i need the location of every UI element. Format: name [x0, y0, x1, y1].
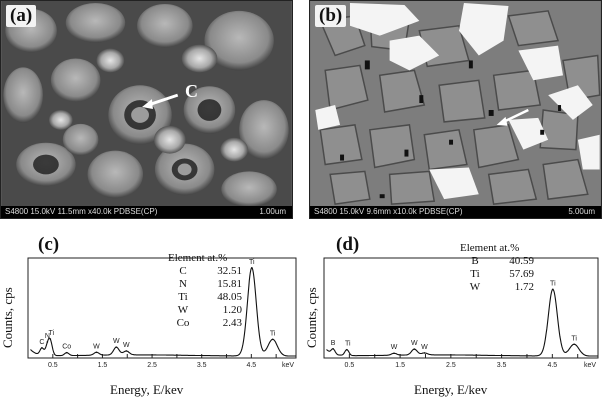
panel-label-a: (a) — [6, 5, 37, 27]
atomic-percent: 57.69 — [509, 268, 534, 280]
peak-marker — [332, 348, 334, 350]
sem-image-a: (a) C S4800 15.0kV 11.5mm x40.0k PDBSE(C… — [0, 0, 293, 219]
table-row: Ti 57.69 — [460, 268, 534, 281]
element-symbol: Co — [176, 317, 190, 329]
peak-marker — [346, 348, 348, 351]
element-symbol: W — [177, 304, 189, 316]
sem-parameters-a: S4800 15.0kV 11.5mm x40.0k PDBSE(CP) — [5, 207, 158, 216]
peak-label: Ti — [270, 330, 276, 337]
peak-label: W — [421, 344, 428, 351]
peak-label: W — [411, 340, 418, 347]
x-axis-label-d: Energy, E/kev — [414, 382, 488, 397]
peak-marker — [125, 350, 128, 352]
peak-label: Ti — [249, 259, 255, 266]
peak-label: Ti — [49, 330, 55, 337]
peak-label: Ti — [550, 280, 556, 287]
peak-marker — [423, 352, 426, 354]
panel-label-b: (b) — [315, 5, 347, 27]
composition-table-d: Element at.% B 40.59 Ti 57.69 W 1.72 — [460, 242, 534, 294]
peak-label: C — [39, 339, 44, 346]
atomic-percent: 40.59 — [509, 255, 534, 267]
table-row: C 32.51 — [168, 265, 242, 278]
peak-label: Ti — [345, 341, 351, 348]
peak-marker — [413, 348, 416, 350]
x-tick-label: 4.5 — [246, 362, 256, 369]
atomic-percent: 32.51 — [217, 265, 242, 277]
sem-info-bar-b: S4800 15.0kV 9.6mm x10.0k PDBSE(CP) 5.00… — [310, 206, 601, 218]
plot-frame — [323, 257, 599, 359]
peak-marker — [41, 347, 43, 349]
plot-frame — [27, 257, 297, 359]
panel-label-d: (d) — [336, 234, 360, 255]
peak-label: Ti — [571, 335, 577, 342]
peak-marker — [115, 346, 118, 348]
x-tick-label: 1.5 — [395, 362, 405, 369]
atomic-percent: 2.43 — [222, 317, 242, 329]
element-symbol: C — [179, 265, 187, 277]
atomic-percent: 48.05 — [217, 291, 242, 303]
x-axis-label-c: Energy, E/kev — [110, 382, 184, 397]
peak-marker — [46, 341, 49, 343]
carbide-annotation: C — [185, 81, 198, 101]
atomic-percent: 1.72 — [514, 281, 534, 293]
x-tick-label: 0.5 — [345, 362, 355, 369]
table-row: N 15.81 — [168, 278, 242, 291]
element-symbol: Ti — [178, 291, 188, 303]
table-row: W 1.20 — [168, 304, 242, 317]
table-row: Co 2.43 — [168, 317, 242, 330]
sem-micrograph-b — [310, 1, 601, 218]
panel-label-c: (c) — [38, 234, 60, 255]
sem-image-b: (b) S4800 15.0kV 9.6mm x10.0k PDBSE(CP) … — [309, 0, 602, 219]
peak-label: W — [113, 338, 120, 345]
eds-spectrum-d: 0.5 1.5 2.5 3.5 4.5 keV B Ti W W W Ti Ti (d) Counts,… — [304, 230, 602, 400]
x-unit-label: keV — [584, 362, 596, 369]
atomic-percent: 1.20 — [222, 304, 242, 316]
peak-marker — [251, 266, 253, 269]
sem-info-bar-a: S4800 15.0kV 11.5mm x40.0k PDBSE(CP) 1.0… — [1, 206, 292, 218]
peak-marker — [393, 352, 395, 355]
x-tick-label: 0.5 — [48, 362, 58, 369]
peak-marker — [271, 338, 274, 341]
x-tick-label: 2.5 — [446, 362, 456, 369]
peak-label: W — [391, 344, 398, 351]
peak-label: W — [93, 343, 100, 350]
peak-marker — [95, 351, 98, 354]
table-header: Element at.% — [168, 252, 228, 264]
peak-label: N — [45, 333, 50, 340]
table-row: Ti 48.05 — [168, 291, 242, 304]
peak-label: B — [331, 340, 336, 347]
eds-spectrum-c: 0.5 1.5 2.5 3.5 4.5 keV C N Ti Co W W W Ti Ti (c) Coun… — [0, 230, 300, 400]
x-tick-label: 1.5 — [98, 362, 108, 369]
peak-label: Co — [62, 344, 71, 351]
x-tick-label: 2.5 — [147, 362, 157, 369]
peak-marker — [49, 338, 52, 340]
y-axis-label-c: Counts, cps — [0, 287, 15, 348]
peak-marker — [573, 343, 575, 346]
peak-label: W — [123, 342, 130, 349]
x-tick-label: 3.5 — [197, 362, 207, 369]
element-symbol: N — [179, 278, 187, 290]
table-row: W 1.72 — [460, 281, 534, 294]
element-symbol: W — [469, 281, 481, 293]
composition-table-c: Element at.% C 32.51 N 15.81 Ti 48.05 W 1.20 Co 2… — [168, 252, 242, 330]
y-axis-label-d: Counts, cps — [304, 287, 319, 348]
peak-marker — [552, 288, 554, 291]
element-symbol: B — [471, 255, 479, 267]
peak-marker — [65, 351, 68, 354]
scale-bar-a: 1.00um — [259, 207, 286, 216]
scale-bar-b: 5.00um — [568, 207, 595, 216]
x-unit-label: keV — [282, 362, 294, 369]
atomic-percent: 15.81 — [217, 278, 242, 290]
spectrum-line — [326, 288, 598, 357]
sem-micrograph-a — [1, 1, 292, 218]
x-tick-label: 4.5 — [547, 362, 557, 369]
sem-parameters-b: S4800 15.0kV 9.6mm x10.0k PDBSE(CP) — [314, 207, 463, 216]
element-symbol: Ti — [470, 268, 480, 280]
table-header: Element at.% — [460, 242, 520, 254]
table-row: B 40.59 — [460, 255, 534, 268]
x-tick-label: 3.5 — [497, 362, 507, 369]
